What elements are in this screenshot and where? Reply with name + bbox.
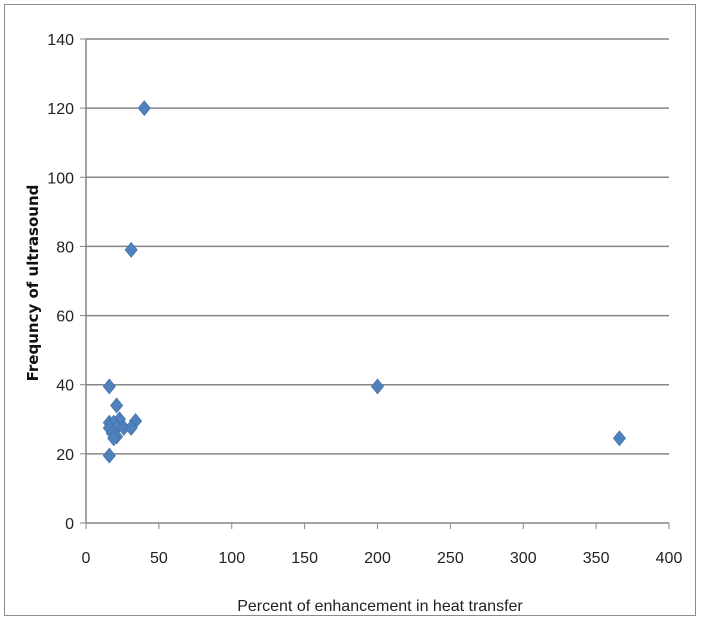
x-tick-label-300: 300 [510, 550, 537, 567]
y-tick-label-100: 100 [47, 170, 74, 187]
data-point [102, 447, 116, 464]
data-point [124, 241, 138, 258]
x-axis-title: Percent of enhancement in heat transfer [237, 598, 523, 615]
y-tick-label-0: 0 [65, 516, 74, 533]
x-tick-label-200: 200 [364, 550, 391, 567]
data-point [107, 430, 121, 447]
x-tick-label-150: 150 [291, 550, 318, 567]
y-tick-label-80: 80 [56, 239, 74, 256]
data-point [124, 419, 138, 436]
data-point [102, 378, 116, 395]
axes [80, 38, 670, 529]
chart-frame [4, 4, 696, 616]
y-tick-label-60: 60 [56, 309, 74, 326]
y-tick-label-140: 140 [47, 32, 74, 49]
gridlines [86, 38, 669, 455]
data-point [137, 100, 151, 117]
data-points [102, 100, 626, 464]
data-point [370, 378, 385, 395]
data-point [110, 397, 124, 414]
y-tick-label-120: 120 [47, 101, 74, 118]
y-tick-label-20: 20 [56, 447, 74, 464]
x-tick-label-50: 50 [150, 550, 168, 567]
x-tick-label-250: 250 [437, 550, 464, 567]
y-tick-label-40: 40 [56, 378, 74, 395]
tick-labels: 0 20 40 60 80 100 120 140 0 50 100 150 200 250 300 350 4… [47, 32, 682, 567]
x-tick-label-350: 350 [583, 550, 610, 567]
x-tick-label-0: 0 [82, 550, 91, 567]
x-tick-label-400: 400 [656, 550, 683, 567]
x-tick-label-100: 100 [218, 550, 245, 567]
data-point [612, 430, 626, 447]
y-axis-title: Frequncy of ultrasound [24, 185, 42, 382]
